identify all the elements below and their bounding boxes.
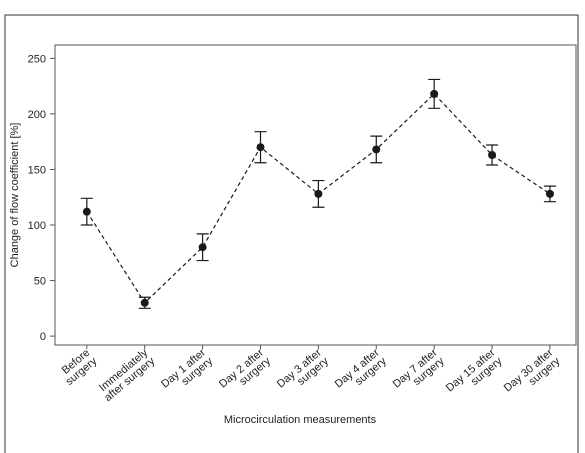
mean-point xyxy=(198,243,207,252)
y-tick-label: 200 xyxy=(28,109,46,121)
y-axis-label: Change of flow coefficient [%] xyxy=(9,123,21,268)
mean-point xyxy=(140,298,149,307)
mean-point xyxy=(372,145,381,154)
x-axis-label: Microcirculation measurements xyxy=(224,414,377,426)
y-tick-label: 100 xyxy=(28,220,46,232)
y-tick-label: 50 xyxy=(34,276,46,288)
mean-point xyxy=(545,189,554,198)
mean-point xyxy=(430,89,439,98)
frame xyxy=(4,14,579,453)
mean-point xyxy=(82,207,91,216)
mean-point xyxy=(256,143,265,152)
y-tick-label: 250 xyxy=(28,53,46,65)
y-tick-label: 0 xyxy=(40,331,46,343)
y-tick-label: 150 xyxy=(28,164,46,176)
plot-area xyxy=(54,44,577,346)
mean-point xyxy=(314,189,323,198)
mean-point xyxy=(488,151,497,159)
